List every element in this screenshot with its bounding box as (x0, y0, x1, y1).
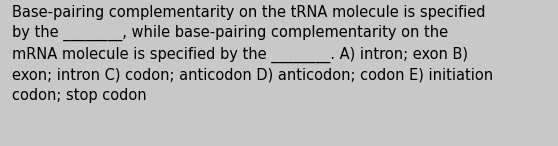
Text: Base-pairing complementarity on the tRNA molecule is specified
by the ________, : Base-pairing complementarity on the tRNA… (12, 5, 493, 103)
